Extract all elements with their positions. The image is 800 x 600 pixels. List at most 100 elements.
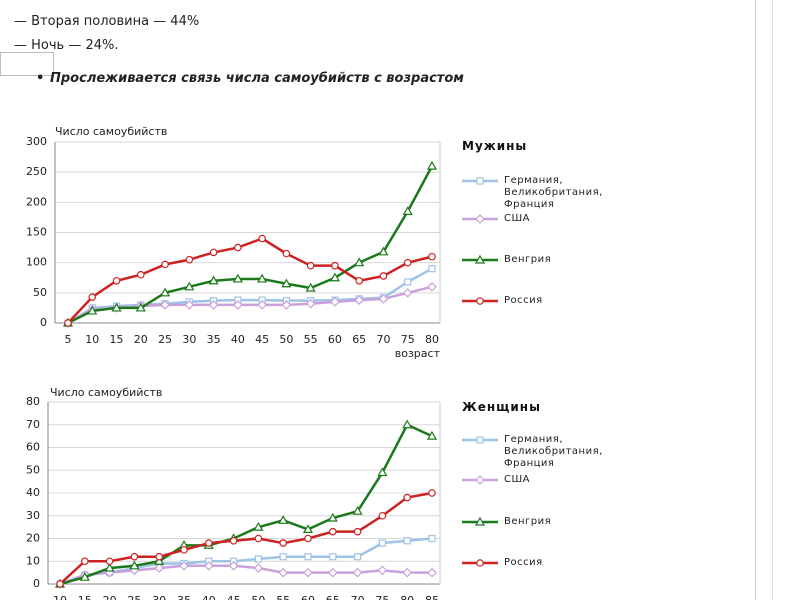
legend-label: США xyxy=(504,213,531,224)
marker xyxy=(426,160,438,170)
y-tick-label: 10 xyxy=(26,554,40,567)
input-box[interactable] xyxy=(0,52,54,76)
marker xyxy=(253,563,264,573)
x-tick-label: 65 xyxy=(326,594,340,600)
x-tick-label: 60 xyxy=(328,333,342,346)
series-line xyxy=(59,423,433,586)
x-tick-label: 15 xyxy=(78,594,92,600)
marker xyxy=(328,527,337,536)
series-line xyxy=(67,165,434,325)
y-tick-label: 80 xyxy=(26,395,40,408)
marker xyxy=(257,273,268,283)
legend-label: Венгрия xyxy=(504,516,552,527)
marker xyxy=(104,562,115,572)
scrollbar[interactable] xyxy=(772,0,800,600)
marker xyxy=(354,295,365,305)
x-tick-label: 25 xyxy=(158,333,172,346)
x-tick-label: 20 xyxy=(134,333,148,346)
marker xyxy=(305,282,316,292)
bullet: Прослеживается связь числа самоубийств с… xyxy=(36,71,464,86)
marker xyxy=(129,560,140,570)
marker xyxy=(105,557,114,566)
x-tick-label: 80 xyxy=(425,333,439,346)
marker xyxy=(402,287,413,298)
marker xyxy=(228,560,239,571)
marker xyxy=(81,557,89,566)
legend-title: Женщины xyxy=(462,400,541,414)
marker xyxy=(427,281,437,292)
y-tick-label: 100 xyxy=(26,256,47,269)
marker xyxy=(475,475,485,485)
marker xyxy=(476,436,484,444)
marker xyxy=(184,281,195,291)
marker xyxy=(254,534,263,543)
marker xyxy=(378,246,389,256)
marker xyxy=(87,305,98,315)
marker xyxy=(64,319,72,327)
y-tick-label: 150 xyxy=(26,226,47,239)
x-tick-label: 40 xyxy=(231,333,245,346)
marker xyxy=(205,539,213,547)
marker xyxy=(379,272,388,280)
marker xyxy=(160,300,170,310)
marker xyxy=(304,553,312,561)
y-axis-title: Число самоубийств xyxy=(55,125,167,138)
marker xyxy=(428,534,436,543)
x-tick-label: 10 xyxy=(53,594,67,600)
marker xyxy=(428,252,436,261)
marker xyxy=(303,567,313,578)
marker xyxy=(184,300,195,310)
marker xyxy=(402,567,413,578)
x-tick-label: 75 xyxy=(375,594,389,600)
marker xyxy=(135,302,146,312)
marker xyxy=(302,524,314,534)
x-tick-label: 45 xyxy=(227,594,241,600)
marker xyxy=(208,275,219,285)
marker xyxy=(426,430,438,440)
series-line xyxy=(59,564,432,586)
marker xyxy=(377,565,388,576)
marker xyxy=(278,567,289,578)
text-line: — Вторая половина — 44% xyxy=(14,14,200,29)
marker xyxy=(427,567,437,578)
marker xyxy=(254,555,262,563)
marker xyxy=(352,505,363,515)
marker xyxy=(154,563,165,573)
marker xyxy=(403,258,412,267)
marker xyxy=(428,489,436,497)
marker xyxy=(137,270,145,279)
y-tick-label: 70 xyxy=(26,418,40,431)
marker xyxy=(476,177,484,185)
x-tick-label: 50 xyxy=(251,594,265,600)
marker xyxy=(353,527,362,536)
marker xyxy=(331,261,339,270)
marker xyxy=(130,552,139,561)
y-tick-label: 30 xyxy=(26,509,40,522)
marker xyxy=(474,254,486,264)
x-tick-label: 70 xyxy=(376,333,390,346)
marker xyxy=(161,260,169,269)
legend-label: США xyxy=(504,474,531,485)
y-tick-label: 0 xyxy=(33,577,40,590)
marker xyxy=(203,560,214,571)
marker xyxy=(329,272,340,282)
x-tick-label: 65 xyxy=(352,333,366,346)
marker xyxy=(56,580,64,588)
marker xyxy=(327,512,338,522)
series-line xyxy=(59,491,433,585)
y-tick-label: 50 xyxy=(33,286,47,299)
marker xyxy=(329,553,337,561)
marker xyxy=(377,467,388,477)
marker xyxy=(232,273,243,283)
marker xyxy=(378,511,387,520)
marker xyxy=(209,248,218,257)
marker xyxy=(354,257,365,267)
y-tick-label: 50 xyxy=(26,463,40,476)
marker xyxy=(233,300,243,310)
marker xyxy=(160,287,171,297)
marker xyxy=(279,553,287,561)
marker xyxy=(185,255,194,264)
y-tick-label: 60 xyxy=(26,441,40,454)
text-line: — Ночь — 24%. xyxy=(14,38,119,53)
